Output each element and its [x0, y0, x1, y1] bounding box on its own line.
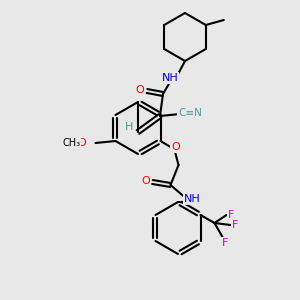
- Text: CH₃: CH₃: [62, 138, 80, 148]
- Text: C≡N: C≡N: [178, 108, 202, 118]
- Text: O: O: [77, 138, 86, 148]
- Text: NH: NH: [184, 194, 201, 204]
- Text: O: O: [136, 85, 144, 95]
- Text: F: F: [222, 238, 229, 248]
- Text: F: F: [232, 220, 239, 230]
- Text: H: H: [125, 122, 133, 132]
- Text: O: O: [171, 142, 180, 152]
- Text: F: F: [228, 210, 235, 220]
- Text: NH: NH: [162, 73, 178, 83]
- Text: O: O: [141, 176, 150, 186]
